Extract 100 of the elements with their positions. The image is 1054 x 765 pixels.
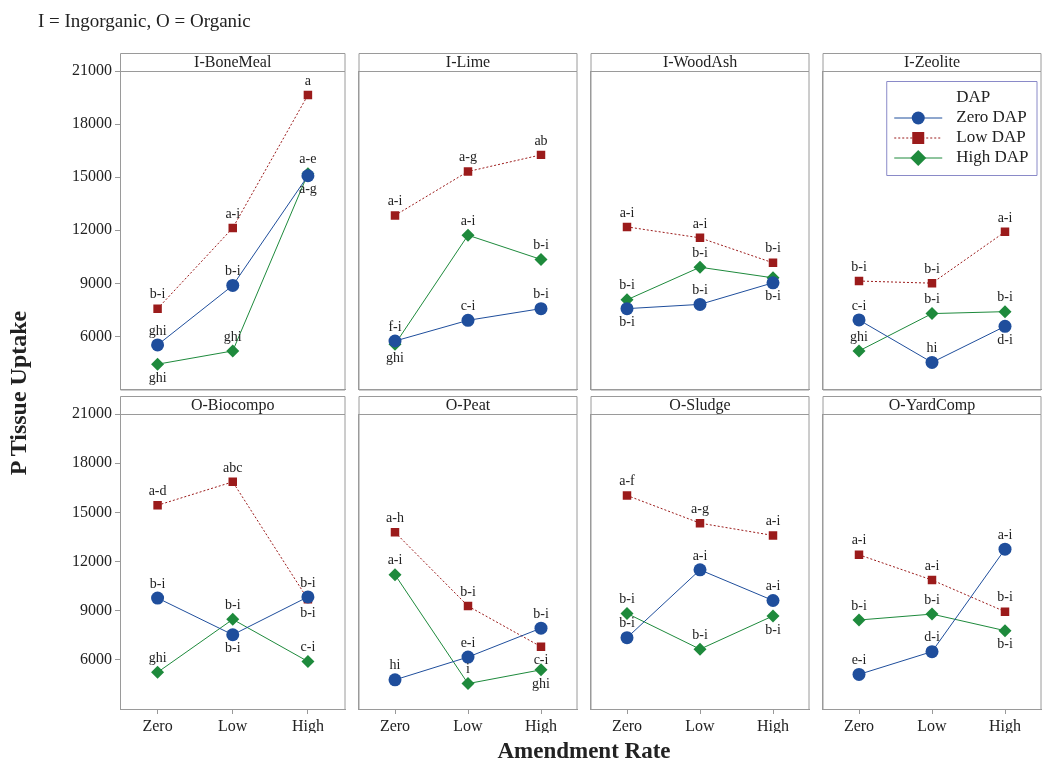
annotation: b-i	[851, 597, 867, 613]
point	[536, 642, 546, 651]
annotation: a-e	[299, 151, 317, 167]
y-tick-label: 12000	[72, 220, 112, 238]
chart-title: I-Zeolite	[904, 53, 960, 71]
annotation: hi	[389, 657, 401, 673]
legend-title: DAP	[956, 87, 991, 107]
annotation: c-i	[300, 639, 316, 655]
point	[534, 302, 548, 316]
point	[925, 307, 939, 321]
annotation: d-i	[924, 629, 940, 645]
annotation: a-i	[225, 205, 241, 221]
annotation: a-h	[386, 510, 404, 525]
annotation: b-i	[692, 244, 708, 260]
annotation: ab	[534, 132, 548, 148]
annotation: b-i	[224, 597, 241, 613]
annotation: b-i	[692, 282, 708, 298]
annotation: a-i	[387, 193, 403, 209]
annotation: abc	[223, 459, 243, 475]
y-axis-title: P Tissue Uptake	[4, 310, 32, 476]
x-tick-label: Zero	[611, 716, 643, 734]
point	[463, 167, 473, 176]
annotation: b-i	[765, 621, 781, 637]
point	[852, 313, 866, 327]
y-tick-label: 21000	[72, 61, 112, 79]
annotation: a-f	[619, 473, 636, 489]
point	[852, 613, 866, 627]
annotation: a-g	[459, 149, 477, 165]
x-tick-label: Low	[685, 716, 716, 734]
chart-subtitle: I = Ingorganic, O = Organic	[38, 10, 251, 32]
point	[534, 663, 548, 677]
annotation: a-i	[765, 578, 781, 594]
chart-title: I-BoneMeal	[194, 53, 272, 71]
point	[226, 344, 240, 358]
point	[390, 528, 400, 537]
annotation: c-i	[460, 297, 476, 313]
annotation: a-i	[460, 212, 476, 228]
annotation: ghi	[532, 675, 551, 691]
annotation: b-i	[997, 589, 1013, 605]
point	[461, 313, 475, 327]
annotation: ghi	[223, 328, 242, 344]
point	[461, 650, 475, 664]
point	[693, 260, 707, 274]
y-tick-label: 18000	[72, 453, 112, 471]
annotation: c-i	[851, 297, 867, 313]
annotation: b-i	[533, 605, 549, 621]
y-tick-label: 9000	[80, 600, 112, 618]
annotation: b-i	[765, 288, 781, 304]
point	[925, 607, 939, 621]
x-tick-label: Low	[453, 716, 484, 734]
chart-title: O-Biocompo	[190, 396, 275, 415]
point	[998, 305, 1012, 319]
annotation: a-g	[691, 500, 709, 516]
point	[766, 276, 780, 290]
point	[852, 667, 866, 681]
point	[151, 357, 165, 371]
point	[390, 211, 400, 220]
point	[925, 355, 939, 369]
annotation: b-i	[997, 289, 1013, 305]
annotation: b-i	[460, 583, 476, 599]
annotation: b-i	[997, 636, 1013, 652]
annotation: b-i	[619, 615, 635, 631]
y-tick-label: 9000	[80, 273, 112, 291]
annotation: b-i	[924, 291, 940, 307]
annotation: b-i	[692, 626, 708, 642]
x-tick-label: Low	[218, 716, 248, 734]
x-tick-label: Low	[917, 716, 948, 734]
legend-label: Low DAP	[956, 127, 1026, 147]
point	[461, 228, 475, 242]
point	[925, 645, 939, 659]
annotation: a-i	[692, 215, 708, 231]
point	[693, 297, 707, 311]
annotation: b-i	[619, 314, 635, 330]
annotation: i	[466, 661, 471, 677]
point	[998, 319, 1012, 333]
point	[693, 642, 707, 656]
legend-label: Zero DAP	[956, 107, 1027, 127]
y-tick-label: 15000	[72, 502, 112, 520]
y-tick-label: 12000	[72, 551, 112, 569]
annotation: a-i	[387, 552, 403, 568]
annotation: b-i	[300, 574, 316, 590]
chart-title: I-Lime	[445, 53, 491, 71]
annotation: e-i	[851, 652, 867, 668]
x-tick-label: Zero	[142, 716, 173, 734]
point	[620, 631, 634, 645]
annotation: b-i	[224, 640, 241, 656]
annotation: a-i	[851, 532, 867, 548]
point	[534, 252, 548, 266]
annotation: b-i	[924, 591, 940, 607]
point	[998, 542, 1012, 556]
point	[226, 628, 240, 642]
annotation: b-i	[533, 237, 549, 253]
annotation: b-i	[851, 258, 867, 274]
point	[461, 677, 475, 691]
annotation: a-i	[765, 513, 781, 529]
chart-title: I-WoodAsh	[662, 53, 738, 71]
point	[766, 594, 780, 608]
annotation: a	[304, 72, 312, 88]
point	[998, 624, 1012, 638]
annotation: ghi	[148, 322, 167, 338]
